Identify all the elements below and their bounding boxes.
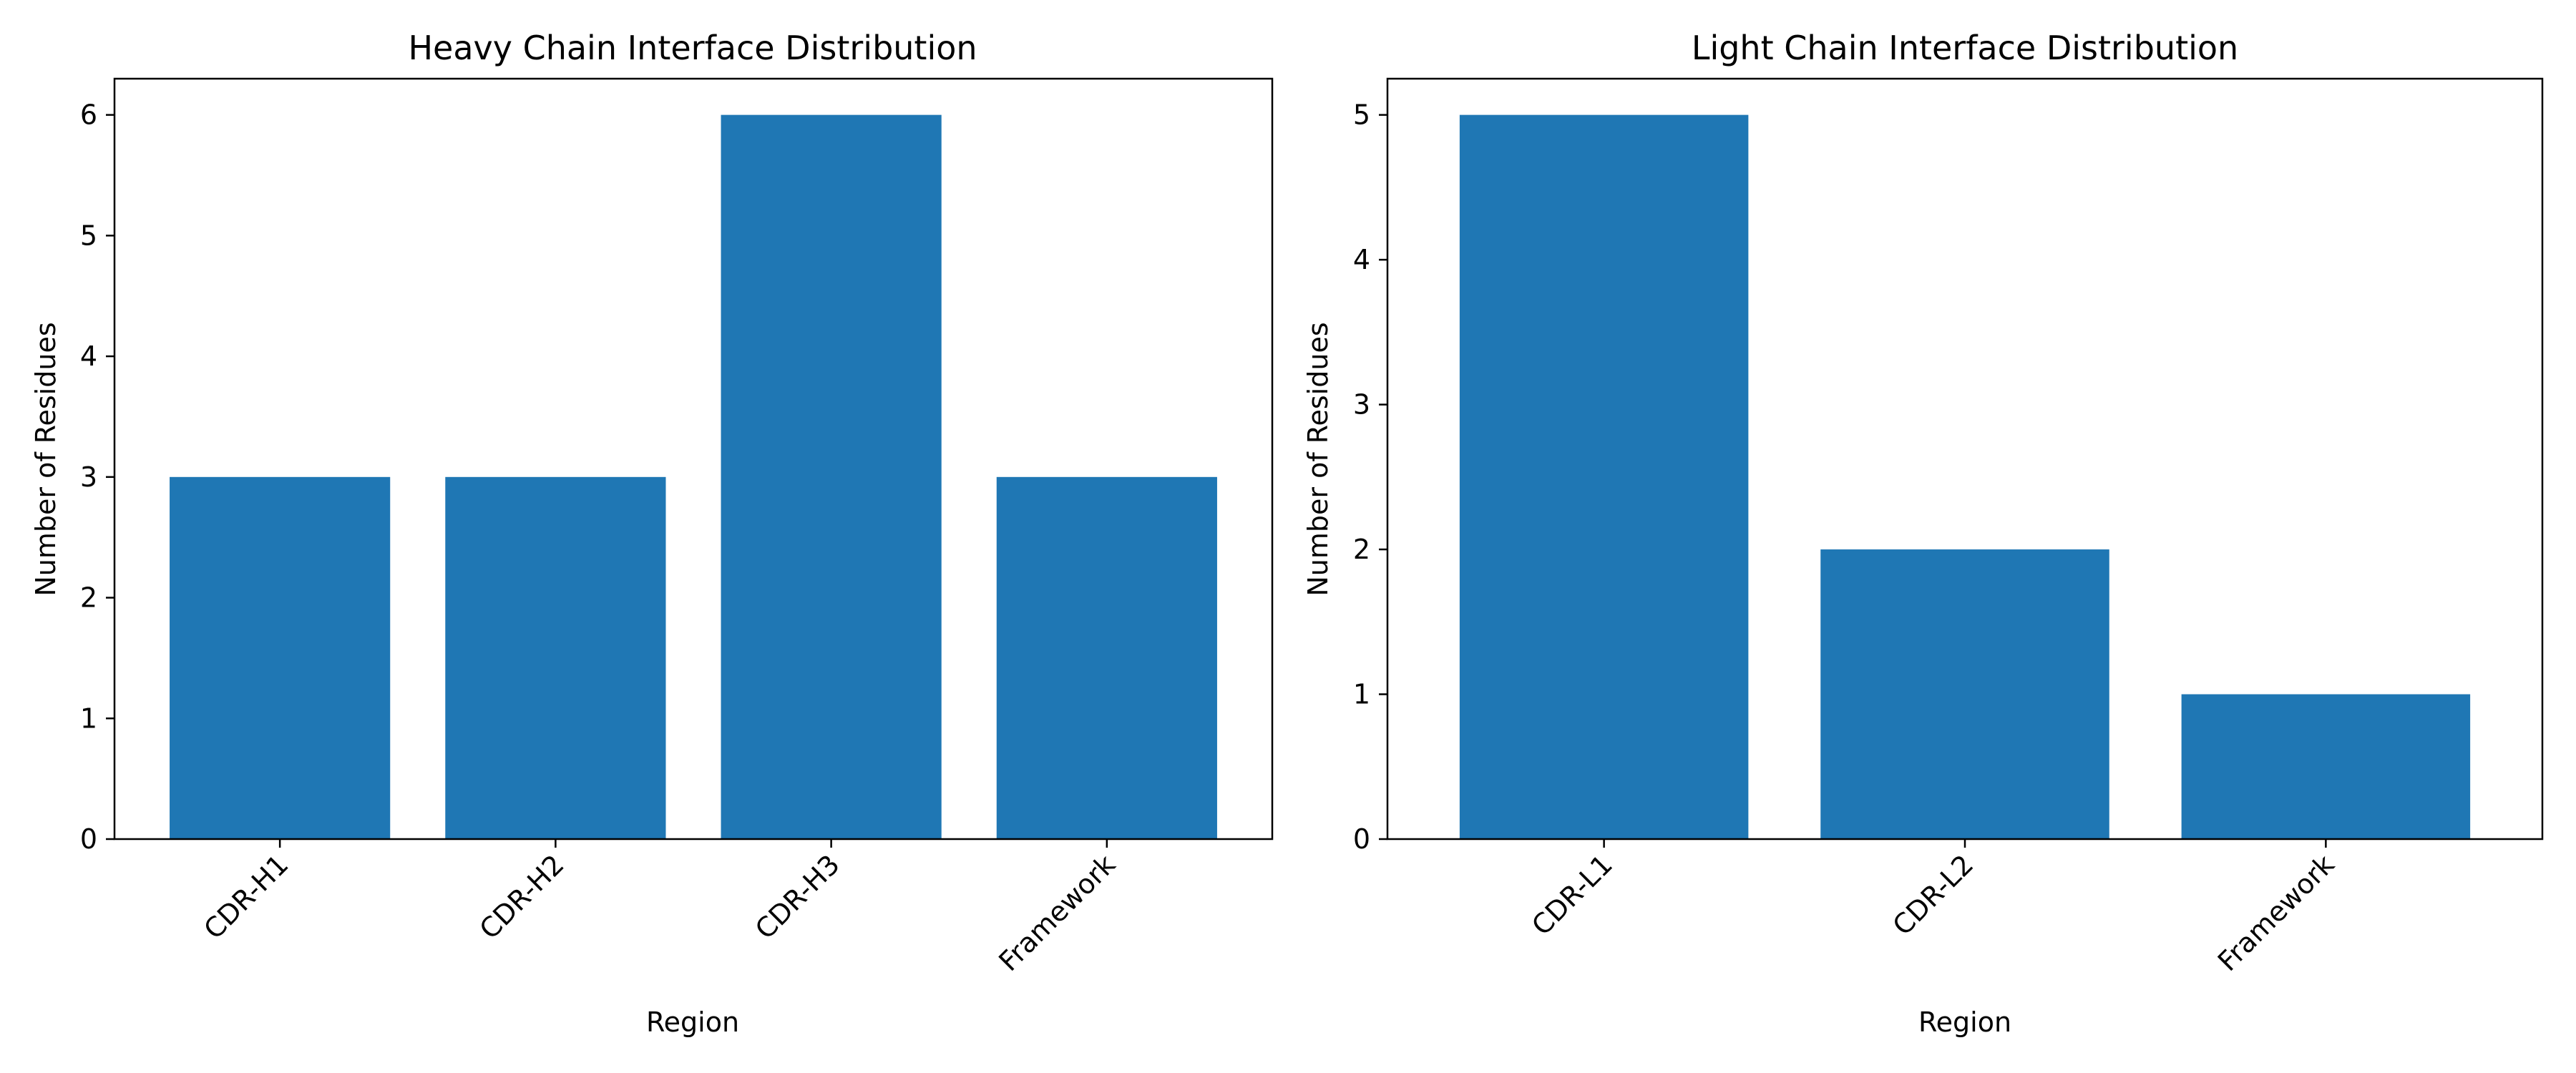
bars bbox=[170, 114, 1217, 840]
x-tick-label: CDR-H2 bbox=[474, 848, 570, 945]
chart-title: Light Chain Interface Distribution bbox=[1692, 29, 2238, 67]
heavy-chain-chart: Heavy Chain Interface Distribution Numbe… bbox=[30, 29, 1274, 1038]
bar-cdr-h2 bbox=[445, 476, 666, 839]
y-tick-label: 0 bbox=[80, 823, 97, 855]
y-tick-label: 6 bbox=[80, 99, 97, 131]
y-ticks: 0 1 2 3 4 5 bbox=[1353, 99, 1387, 855]
plot-frame bbox=[113, 77, 1274, 841]
bar-cdr-h1 bbox=[170, 476, 391, 839]
y-tick-label: 2 bbox=[1353, 534, 1370, 565]
x-axis-label: Region bbox=[646, 1006, 739, 1038]
x-tick-label: CDR-H3 bbox=[749, 848, 846, 945]
plot-frame bbox=[1386, 77, 2544, 841]
y-tick-label: 1 bbox=[80, 702, 97, 734]
bar-framework bbox=[2181, 694, 2471, 839]
y-axis-label: Number of Residues bbox=[30, 322, 62, 596]
y-tick-label: 5 bbox=[1353, 99, 1370, 131]
bars bbox=[1459, 114, 2471, 840]
y-axis-label: Number of Residues bbox=[1302, 322, 1334, 596]
x-tick-label: CDR-L1 bbox=[1526, 848, 1619, 941]
bar-cdr-h3 bbox=[721, 114, 942, 840]
bar-cdr-l2 bbox=[1820, 549, 2109, 839]
x-ticks: CDR-H1 CDR-H2 CDR-H3 Framework bbox=[197, 839, 1121, 977]
light-chain-chart: Light Chain Interface Distribution Numbe… bbox=[1302, 29, 2544, 1038]
y-tick-label: 0 bbox=[1353, 823, 1370, 855]
y-tick-label: 3 bbox=[80, 461, 97, 493]
y-tick-label: 3 bbox=[1353, 389, 1370, 421]
y-tick-label: 5 bbox=[80, 220, 97, 251]
y-tick-label: 1 bbox=[1353, 679, 1370, 710]
y-tick-label: 4 bbox=[1353, 244, 1370, 275]
y-tick-label: 4 bbox=[80, 340, 97, 372]
x-tick-label: CDR-H1 bbox=[197, 848, 294, 945]
x-tick-label: Framework bbox=[992, 848, 1121, 977]
bar-cdr-l1 bbox=[1459, 114, 1749, 840]
x-axis-label: Region bbox=[1918, 1006, 2011, 1038]
y-tick-label: 2 bbox=[80, 582, 97, 614]
chart-title: Heavy Chain Interface Distribution bbox=[408, 29, 977, 67]
bar-framework bbox=[996, 476, 1217, 839]
x-ticks: CDR-L1 CDR-L2 Framework bbox=[1526, 839, 2341, 977]
x-tick-label: CDR-L2 bbox=[1886, 848, 1979, 941]
y-ticks: 0 1 2 3 4 5 6 bbox=[80, 99, 114, 855]
x-tick-label: Framework bbox=[2212, 848, 2341, 977]
